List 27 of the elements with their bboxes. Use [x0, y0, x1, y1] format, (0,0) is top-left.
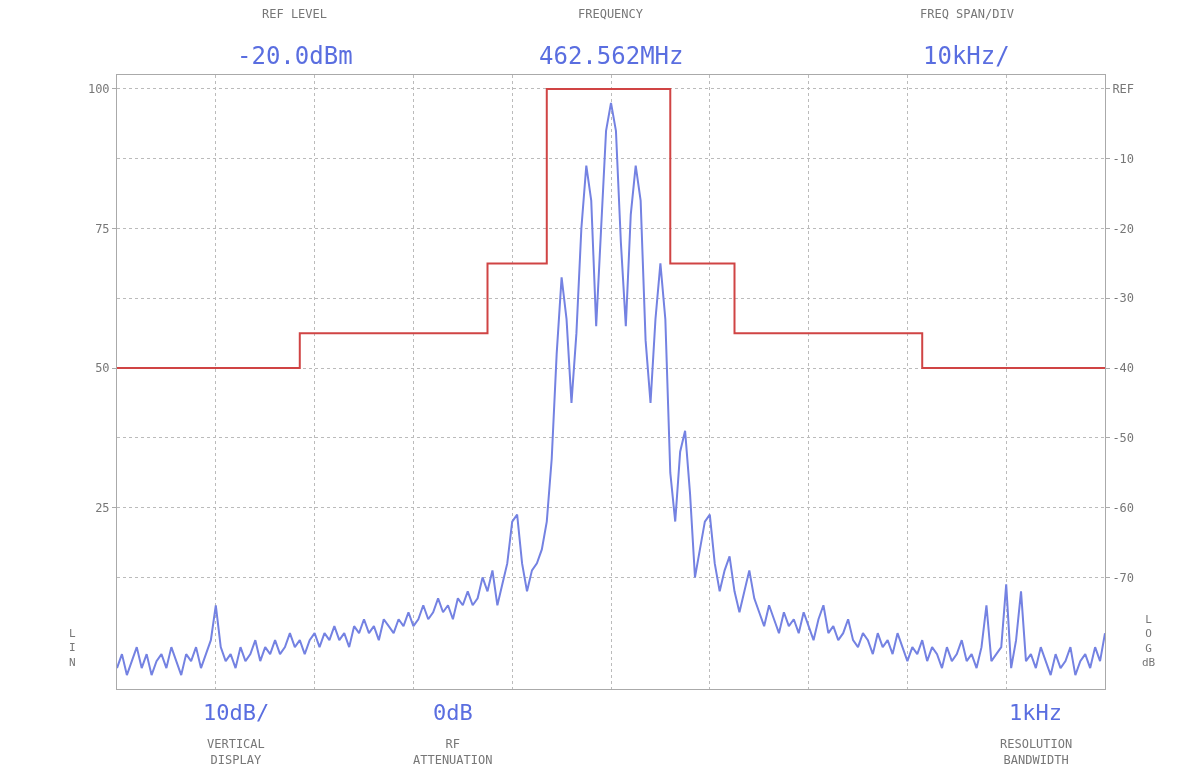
- y-tick-label: -40: [1112, 361, 1135, 376]
- y-tick-label: -10: [1112, 151, 1135, 166]
- line-series: [117, 101, 1105, 677]
- text: 10dB/: [203, 700, 270, 725]
- text: 1kHz: [1009, 700, 1062, 725]
- y-tick-label: -60: [1112, 500, 1135, 515]
- text: LOG dB: [1142, 613, 1156, 669]
- text: 0dB: [433, 700, 473, 725]
- y2-tick-label: 50: [95, 361, 110, 376]
- text: VERTICAL DISPLAY: [207, 737, 265, 767]
- y-tick-label: -50: [1112, 431, 1135, 446]
- text: FREQ SPAN/DIV: [920, 7, 1014, 21]
- y-tick-label: REF: [1112, 82, 1135, 97]
- y-tick-label: -20: [1112, 221, 1135, 236]
- y2-tick-label: 100: [87, 82, 110, 97]
- text: 462.562MHz: [539, 42, 684, 70]
- text: RF ATTENUATION: [413, 737, 493, 767]
- text: -20.0dBm: [237, 42, 353, 70]
- y-tick-label: -30: [1112, 291, 1135, 306]
- text: LIN: [69, 627, 76, 669]
- text: RESOLUTION BANDWIDTH: [1000, 737, 1073, 767]
- text: REF LEVEL: [262, 7, 328, 21]
- y-tick-label: -70: [1112, 570, 1135, 585]
- text: 10kHz/: [923, 42, 1010, 70]
- y2-tick-label: 25: [95, 500, 110, 515]
- text: FREQUENCY: [578, 7, 644, 21]
- y2-tick-label: 75: [95, 221, 110, 236]
